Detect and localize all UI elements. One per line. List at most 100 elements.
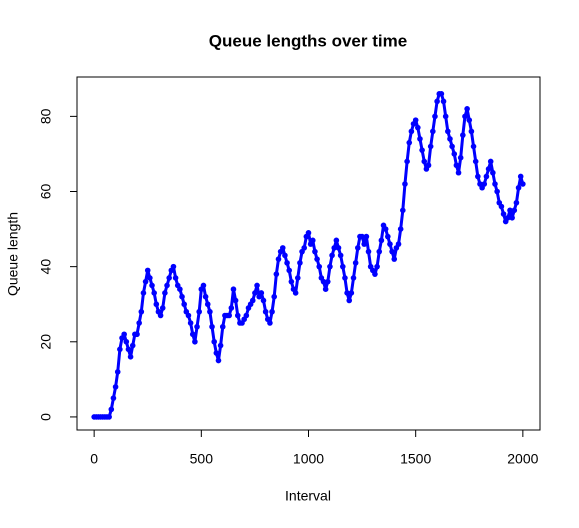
data-point bbox=[361, 241, 368, 247]
y-tick-label: 60 bbox=[38, 184, 54, 200]
data-point bbox=[294, 275, 301, 281]
data-point bbox=[412, 117, 419, 123]
data-point bbox=[378, 237, 385, 244]
data-point bbox=[346, 297, 353, 304]
data-point bbox=[151, 290, 157, 296]
data-point bbox=[219, 323, 226, 330]
data-point bbox=[415, 124, 421, 131]
data-point bbox=[215, 357, 222, 364]
data-point bbox=[404, 158, 410, 165]
data-point bbox=[187, 320, 194, 326]
data-point bbox=[200, 282, 207, 289]
data-point bbox=[112, 384, 119, 390]
data-point bbox=[172, 275, 179, 281]
data-point bbox=[108, 406, 115, 413]
data-point bbox=[309, 237, 316, 244]
data-point bbox=[468, 128, 475, 135]
data-point bbox=[342, 275, 348, 281]
data-point bbox=[286, 267, 293, 274]
x-tick-label: 1000 bbox=[293, 451, 324, 467]
data-point bbox=[189, 331, 196, 338]
data-point bbox=[138, 308, 145, 315]
data-point bbox=[445, 128, 451, 135]
data-point bbox=[106, 414, 112, 420]
data-point bbox=[438, 91, 445, 97]
data-point bbox=[350, 275, 357, 281]
data-point bbox=[269, 308, 275, 315]
y-tick-label: 0 bbox=[38, 413, 54, 421]
data-point bbox=[320, 278, 327, 285]
data-point bbox=[230, 286, 237, 292]
data-point bbox=[419, 147, 425, 153]
data-point bbox=[292, 290, 299, 296]
data-point bbox=[376, 248, 383, 255]
data-point bbox=[517, 173, 524, 180]
data-point bbox=[149, 282, 155, 289]
x-axis-label: Interval bbox=[285, 488, 331, 504]
data-point bbox=[262, 308, 269, 315]
data-point bbox=[352, 260, 359, 266]
data-point bbox=[170, 263, 177, 270]
data-point bbox=[509, 215, 515, 221]
x-tick-label: 0 bbox=[90, 451, 98, 467]
data-point bbox=[249, 297, 256, 304]
data-point bbox=[511, 207, 518, 214]
data-point bbox=[267, 320, 273, 326]
chart-title: Queue lengths over time bbox=[209, 31, 407, 50]
data-point bbox=[217, 342, 224, 349]
data-point bbox=[275, 256, 282, 262]
data-point bbox=[487, 158, 494, 165]
data-point bbox=[288, 278, 295, 285]
data-point bbox=[464, 106, 470, 112]
data-point bbox=[144, 267, 151, 274]
data-point bbox=[520, 181, 526, 187]
data-point bbox=[427, 143, 434, 150]
data-point bbox=[462, 113, 468, 120]
data-point bbox=[121, 331, 127, 338]
data-point bbox=[492, 181, 498, 187]
data-point bbox=[234, 312, 241, 319]
data-point bbox=[297, 260, 303, 266]
data-point bbox=[194, 323, 200, 330]
data-point bbox=[457, 154, 464, 161]
data-point bbox=[333, 237, 340, 244]
data-point bbox=[387, 241, 393, 247]
data-point bbox=[127, 354, 134, 360]
data-point bbox=[337, 252, 344, 259]
y-tick-label: 20 bbox=[38, 334, 54, 350]
data-point bbox=[472, 158, 479, 165]
data-point bbox=[260, 297, 267, 304]
y-axis-label: Queue length bbox=[5, 212, 21, 296]
data-point bbox=[397, 226, 404, 232]
y-tick-label: 80 bbox=[38, 108, 54, 124]
data-point bbox=[282, 252, 288, 259]
data-point bbox=[500, 211, 507, 217]
data-point bbox=[252, 290, 258, 296]
data-point bbox=[391, 256, 398, 262]
data-point bbox=[179, 293, 185, 300]
data-point bbox=[254, 282, 260, 289]
data-point bbox=[372, 271, 378, 277]
data-point bbox=[213, 350, 220, 356]
data-point bbox=[421, 158, 428, 165]
data-point bbox=[339, 263, 346, 270]
data-point bbox=[505, 215, 511, 221]
data-point bbox=[117, 346, 123, 353]
data-point bbox=[312, 248, 318, 255]
data-point bbox=[211, 338, 217, 345]
data-point bbox=[204, 301, 211, 308]
data-point bbox=[417, 136, 423, 142]
data-point bbox=[348, 290, 355, 296]
data-point bbox=[389, 248, 395, 255]
data-point bbox=[498, 203, 505, 210]
data-point bbox=[432, 113, 438, 120]
data-point bbox=[327, 263, 333, 270]
data-point bbox=[177, 286, 183, 292]
data-point bbox=[322, 286, 329, 292]
data-point bbox=[494, 188, 500, 195]
data-point bbox=[408, 128, 415, 135]
series-line bbox=[94, 92, 525, 419]
data-point bbox=[166, 275, 172, 281]
data-point bbox=[243, 312, 250, 319]
